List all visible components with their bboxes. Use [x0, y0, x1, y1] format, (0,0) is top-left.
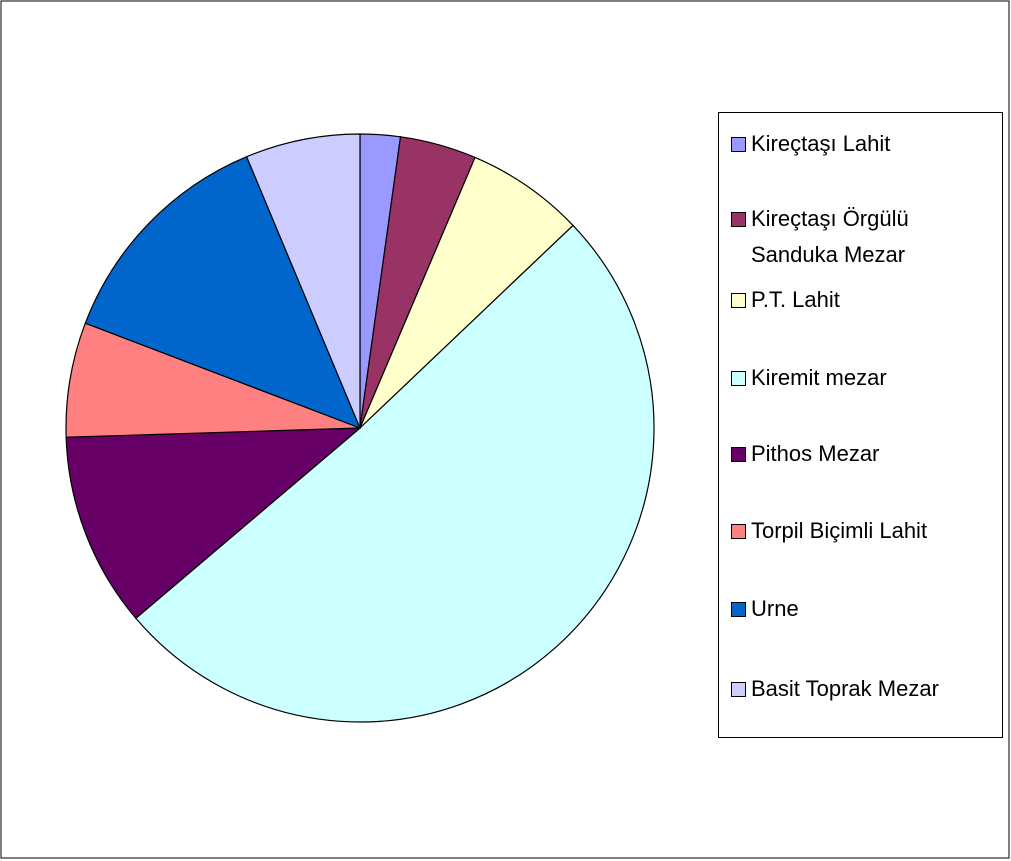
legend-item: Urne — [731, 591, 999, 627]
legend-item: Pithos Mezar — [731, 436, 999, 472]
legend-swatch — [731, 524, 746, 539]
legend-label: Basit Toprak Mezar — [751, 676, 939, 701]
legend-label: Kireçtaşı Örgülü Sanduka Mezar — [751, 206, 909, 267]
legend-item: Kireçtaşı Örgülü Sanduka Mezar — [731, 201, 999, 273]
legend-swatch — [731, 212, 746, 227]
legend-label: Torpil Biçimli Lahit — [751, 518, 928, 543]
legend-swatch — [731, 602, 746, 617]
pie-slice — [245, 133, 361, 429]
legend-item: Kiremit mezar — [731, 360, 999, 396]
legend-item: P.T. Lahit — [731, 282, 999, 318]
legend-label: P.T. Lahit — [751, 287, 840, 312]
pie-slice — [65, 427, 362, 620]
legend-swatch — [731, 137, 746, 152]
legend-swatch — [731, 682, 746, 697]
legend-item: Torpil Biçimli Lahit — [731, 513, 999, 549]
legend-label: Pithos Mezar — [751, 441, 880, 466]
legend: Kireçtaşı Lahit Kireçtaşı Örgülü Sanduka … — [718, 112, 1003, 738]
pie-slice — [84, 155, 362, 430]
legend-swatch — [731, 447, 746, 462]
legend-item: Kireçtaşı Lahit — [731, 126, 999, 162]
legend-item: Basit Toprak Mezar — [731, 671, 999, 707]
legend-label: Kireçtaşı Lahit — [751, 131, 891, 156]
legend-swatch — [731, 371, 746, 386]
legend-swatch — [731, 293, 746, 308]
pie-slice — [359, 156, 574, 429]
legend-label: Urne — [751, 596, 799, 621]
pie-slice — [134, 224, 655, 723]
pie-slice — [65, 322, 361, 438]
legend-label: Kiremit mezar — [751, 365, 887, 390]
